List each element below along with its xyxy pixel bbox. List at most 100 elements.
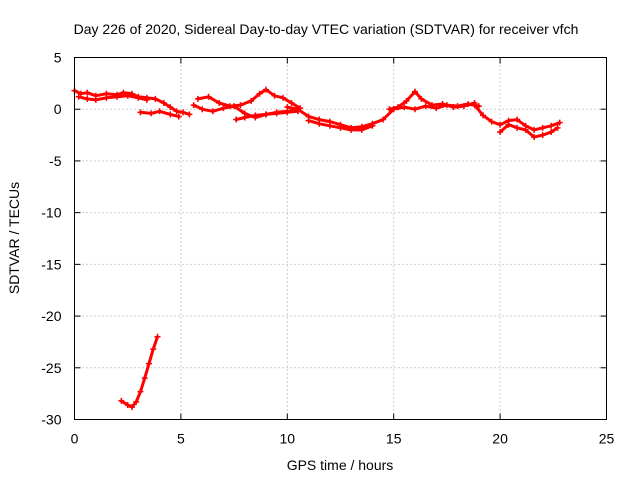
data-point xyxy=(539,124,546,131)
data-point xyxy=(294,106,301,113)
data-point xyxy=(273,109,280,116)
data-point xyxy=(358,126,365,133)
x-tick-label: 10 xyxy=(280,431,296,447)
y-tick-label: -30 xyxy=(41,412,61,428)
data-point xyxy=(143,96,150,103)
data-point xyxy=(305,117,312,124)
data-point xyxy=(386,106,393,113)
data-point xyxy=(326,122,333,129)
data-point xyxy=(103,94,110,101)
grid-layer xyxy=(74,57,607,420)
data-point xyxy=(401,104,408,111)
data-point xyxy=(316,120,323,127)
data-point xyxy=(141,375,148,382)
data-point xyxy=(556,119,563,126)
y-tick-label: -15 xyxy=(41,256,61,272)
data-point xyxy=(199,106,206,113)
data-point xyxy=(497,121,504,128)
data-point xyxy=(460,103,467,110)
data-point xyxy=(167,111,174,118)
chart-title: Day 226 of 2020, Sidereal Day-to-day VTE… xyxy=(74,21,579,37)
data-point xyxy=(118,397,125,404)
data-point xyxy=(205,93,212,100)
data-point xyxy=(241,114,248,121)
data-point xyxy=(263,86,270,93)
data-point xyxy=(194,95,201,102)
data-point xyxy=(422,103,429,110)
data-point xyxy=(124,402,131,409)
data-point xyxy=(220,105,227,112)
data-point xyxy=(514,124,521,131)
x-tick-label: 25 xyxy=(599,431,615,447)
x-tick-label: 20 xyxy=(492,431,508,447)
data-point xyxy=(548,122,555,129)
data-point xyxy=(75,93,82,100)
data-point xyxy=(380,116,387,123)
data-point xyxy=(369,122,376,129)
data-point xyxy=(256,90,263,97)
data-point xyxy=(160,100,167,107)
data-point xyxy=(124,92,131,99)
data-point xyxy=(280,94,287,101)
data-point xyxy=(167,104,174,111)
data-point xyxy=(531,134,538,141)
data-point xyxy=(271,92,278,99)
data-point xyxy=(150,346,157,353)
y-tick-label: -10 xyxy=(41,205,61,221)
data-point xyxy=(77,90,84,97)
x-axis-label: GPS time / hours xyxy=(287,457,394,473)
x-tick-label: 15 xyxy=(386,431,402,447)
series-layer xyxy=(71,86,563,411)
x-tick-label: 5 xyxy=(177,431,185,447)
series-peak-arc xyxy=(387,90,477,111)
data-point xyxy=(488,118,495,125)
data-point xyxy=(237,102,244,109)
y-tick-label: 5 xyxy=(54,50,62,66)
data-point xyxy=(439,101,446,108)
data-point xyxy=(403,97,410,104)
data-point xyxy=(348,126,355,133)
data-point xyxy=(120,89,127,96)
y-tick-label: -25 xyxy=(41,360,61,376)
data-point xyxy=(554,124,561,131)
data-point xyxy=(505,121,512,128)
data-point xyxy=(263,111,270,118)
data-point xyxy=(480,112,487,119)
data-point xyxy=(514,116,521,123)
data-point xyxy=(186,111,193,118)
data-point xyxy=(190,102,197,109)
data-point xyxy=(173,108,180,115)
data-point xyxy=(252,112,259,119)
data-point xyxy=(137,388,144,395)
data-point xyxy=(429,102,436,109)
data-point xyxy=(180,109,187,116)
data-point xyxy=(137,109,144,116)
data-point xyxy=(84,95,91,102)
data-point xyxy=(135,94,142,101)
data-point xyxy=(248,97,255,104)
ticks-layer: 0 5 10 15 20 25 5 0 -5 -10 -15 -20 -25 -30 xyxy=(41,50,614,447)
data-point xyxy=(539,132,546,139)
data-point xyxy=(145,360,152,367)
y-tick-label: -5 xyxy=(49,153,62,169)
data-point xyxy=(114,93,121,100)
data-point xyxy=(337,124,344,131)
data-point xyxy=(92,96,99,103)
data-point xyxy=(209,108,216,115)
y-tick-label: -20 xyxy=(41,308,61,324)
data-point xyxy=(284,104,291,111)
data-point xyxy=(288,100,295,107)
data-point xyxy=(394,104,401,111)
series-mid-arc-upper xyxy=(196,88,302,110)
data-point xyxy=(152,95,159,102)
data-point xyxy=(450,104,457,111)
plot-frame xyxy=(74,57,607,420)
data-point xyxy=(128,404,135,411)
data-point xyxy=(231,103,238,110)
data-point xyxy=(411,106,418,113)
data-point xyxy=(433,105,440,112)
data-point xyxy=(411,88,418,95)
x-tick-label: 0 xyxy=(71,431,79,447)
data-point xyxy=(154,333,161,340)
